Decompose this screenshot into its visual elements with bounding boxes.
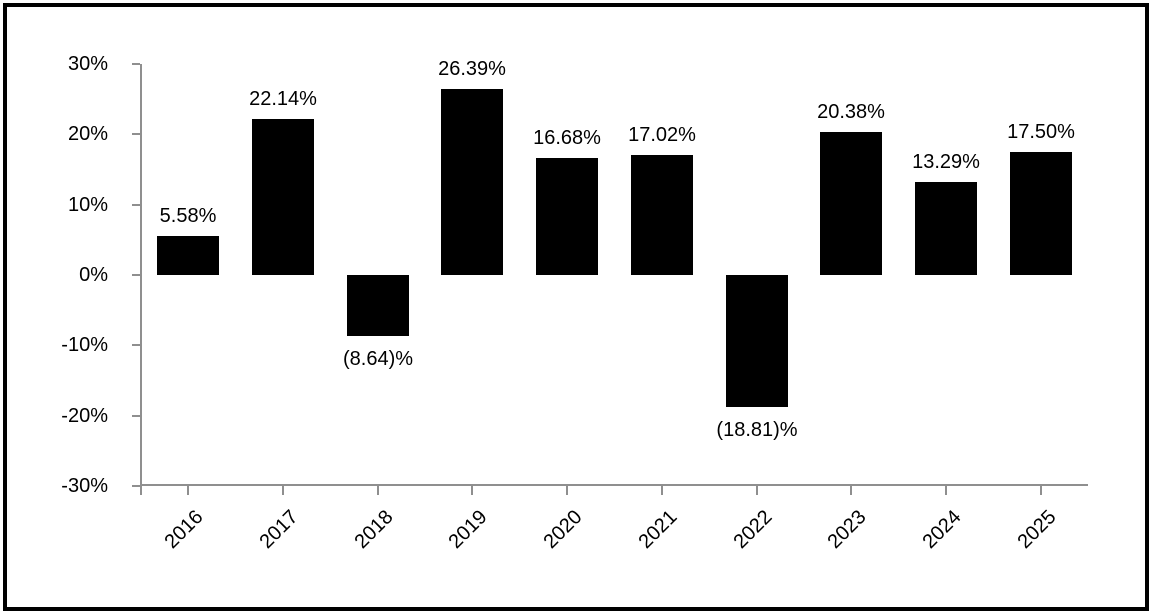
x-axis-tick [471,486,473,495]
y-axis-tick [132,274,140,276]
x-axis-tick-label: 2023 [823,506,871,554]
y-axis-tick [132,204,140,206]
x-axis-tick [282,486,284,495]
x-axis-tick-label: 2025 [1013,506,1061,554]
bar-2021 [631,155,693,275]
y-axis-tick [132,485,140,487]
bar-2016 [157,236,219,275]
bar-2023 [820,132,882,275]
y-axis-tick-label: 0% [79,264,108,286]
y-axis-tick [132,344,140,346]
x-axis-tick-label: 2018 [350,506,398,554]
y-axis-tick [132,415,140,417]
x-axis-tick [756,486,758,495]
x-axis-tick [945,486,947,495]
bar-2022 [726,275,788,407]
bar-2018 [347,275,409,336]
y-axis-tick-label: -30% [61,475,108,497]
y-axis-tick [132,63,140,65]
bar-value-label: (8.64)% [342,348,414,370]
bar-2020 [536,158,598,275]
x-axis-tick-label: 2019 [444,506,492,554]
x-axis-tick-label: 2016 [160,506,208,554]
x-axis-tick-label: 2017 [255,506,303,554]
bar-value-label: 13.29% [912,151,980,173]
x-axis-tick [850,486,852,495]
chart-outer-border [3,3,1149,611]
bar-2025 [1010,152,1072,275]
x-axis-tick-label: 2020 [539,506,587,554]
y-axis-tick-label: 20% [67,123,108,145]
x-axis-tick [377,486,379,495]
y-axis-tick-label: -20% [61,405,108,427]
x-axis-line [140,484,1088,486]
bar-value-label: 5.58% [159,205,217,227]
x-axis-tick-label: 2021 [634,506,682,554]
y-axis-line [140,64,142,486]
bar-2019 [441,89,503,275]
x-axis-tick [1040,486,1042,495]
x-axis-origin-tick [140,486,142,495]
y-axis-tick [132,133,140,135]
bar-value-label: 20.38% [817,101,885,123]
bar-value-label: 17.50% [1007,121,1075,143]
bar-2024 [915,182,977,275]
bar-value-label: 26.39% [438,58,506,80]
bar-value-label: 22.14% [249,88,317,110]
x-axis-tick [566,486,568,495]
x-axis-tick [187,486,189,495]
y-axis-tick-label: 30% [67,53,108,75]
x-axis-tick-label: 2024 [918,506,966,554]
y-axis-tick-label: 10% [67,194,108,216]
bar-value-label: (18.81)% [716,419,798,441]
bar-value-label: 16.68% [533,127,601,149]
y-axis-tick-label: -10% [61,334,108,356]
x-axis-tick [661,486,663,495]
bar-2017 [252,119,314,275]
bar-value-label: 17.02% [628,124,696,146]
x-axis-tick-label: 2022 [729,506,777,554]
